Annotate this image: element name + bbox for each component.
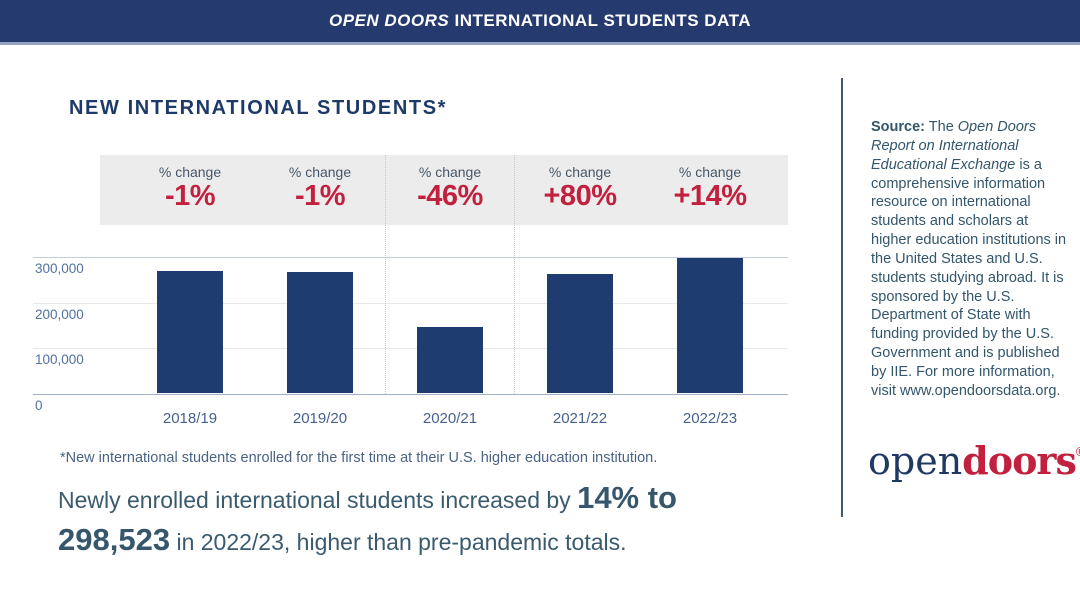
pct-change-cell: % change -46% — [385, 155, 515, 225]
y-axis-label: 100,000 — [35, 352, 84, 367]
gridline-0 — [33, 393, 788, 395]
pct-change-cell: % change +80% — [515, 155, 645, 225]
x-axis-label: 2018/19 — [162, 410, 218, 427]
bar-2021/22 — [547, 274, 613, 394]
pct-change-value: +80% — [543, 180, 617, 212]
gridline-200000 — [33, 302, 788, 304]
logo-doors: doors — [962, 438, 1077, 483]
registered-mark-icon: ® — [1076, 444, 1080, 459]
pct-change-cell: % change -1% — [125, 155, 255, 225]
summary-text: Newly enrolled international students in… — [58, 478, 738, 562]
logo-open: open — [868, 439, 963, 483]
pct-change-label: % change — [418, 164, 482, 180]
page-title: NEW INTERNATIONAL STUDENTS* — [69, 97, 448, 119]
source-label: Source: — [871, 119, 925, 135]
pct-change-value: +14% — [673, 180, 747, 212]
summary-line1-normal: Newly enrolled international students in… — [58, 487, 571, 513]
banner-brand: OPEN DOORS — [329, 11, 450, 30]
pct-change-value: -46% — [417, 180, 483, 212]
top-banner: OPEN DOORS INTERNATIONAL STUDENTS DATA — [0, 0, 1080, 45]
pct-change-label: % change — [288, 164, 352, 180]
bar-2018/19 — [157, 271, 223, 394]
pct-change-band — [100, 155, 788, 225]
bar-2022/23 — [677, 257, 743, 394]
opendoors-logo: opendoors® — [868, 438, 1080, 484]
y-axis-label: 200,000 — [35, 306, 84, 322]
x-axis-label: 2020/21 — [422, 410, 478, 427]
source-body: is a comprehensive information resource … — [871, 156, 1067, 399]
pct-change-value: -1% — [294, 180, 346, 212]
source-paragraph: Source: The Open Doors Report on Interna… — [871, 118, 1067, 401]
x-axis-label: 2022/23 — [682, 410, 738, 427]
y-axis-label: 0 — [35, 397, 43, 413]
y-axis-label: 300,000 — [35, 261, 84, 276]
pct-change-value: -1% — [164, 180, 216, 212]
footnote: *New international students enrolled for… — [60, 450, 658, 466]
source-pre: The — [925, 119, 958, 135]
pct-change-cell: % change +14% — [645, 155, 775, 225]
gridline-300000 — [33, 257, 788, 258]
gridline-100000 — [33, 348, 788, 349]
pandemic-column-outline — [385, 155, 515, 394]
pct-change-label: % change — [158, 164, 222, 180]
source-report-title: Open Doors Report on International Educa… — [871, 119, 1036, 173]
banner-title-rest: INTERNATIONAL STUDENTS DATA — [449, 11, 751, 30]
bar-2020/21 — [417, 327, 483, 394]
summary-line1-big: 14% to — [577, 480, 677, 515]
summary-line2-big: 298,523 — [58, 522, 171, 557]
banner-title: OPEN DOORS INTERNATIONAL STUDENTS DATA — [329, 11, 751, 31]
vertical-divider — [841, 78, 843, 517]
pct-change-label: % change — [678, 164, 742, 180]
bar-2019/20 — [287, 271, 353, 394]
pct-change-label: % change — [548, 164, 612, 180]
pct-change-cell: % change -1% — [255, 155, 385, 225]
summary-line2-normal: in 2022/23, higher than pre-pandemic tot… — [176, 529, 627, 555]
x-axis-label: 2021/22 — [552, 410, 608, 427]
x-axis-label: 2019/20 — [292, 410, 348, 427]
